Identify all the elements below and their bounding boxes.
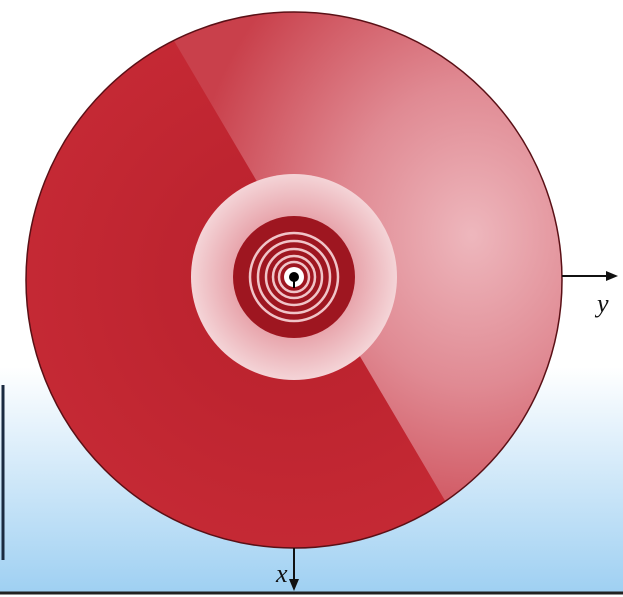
y-label: y [594,289,609,318]
y-arrow [606,271,618,281]
x-arrow [289,579,299,591]
x-label: x [275,559,288,588]
rings [248,231,340,323]
